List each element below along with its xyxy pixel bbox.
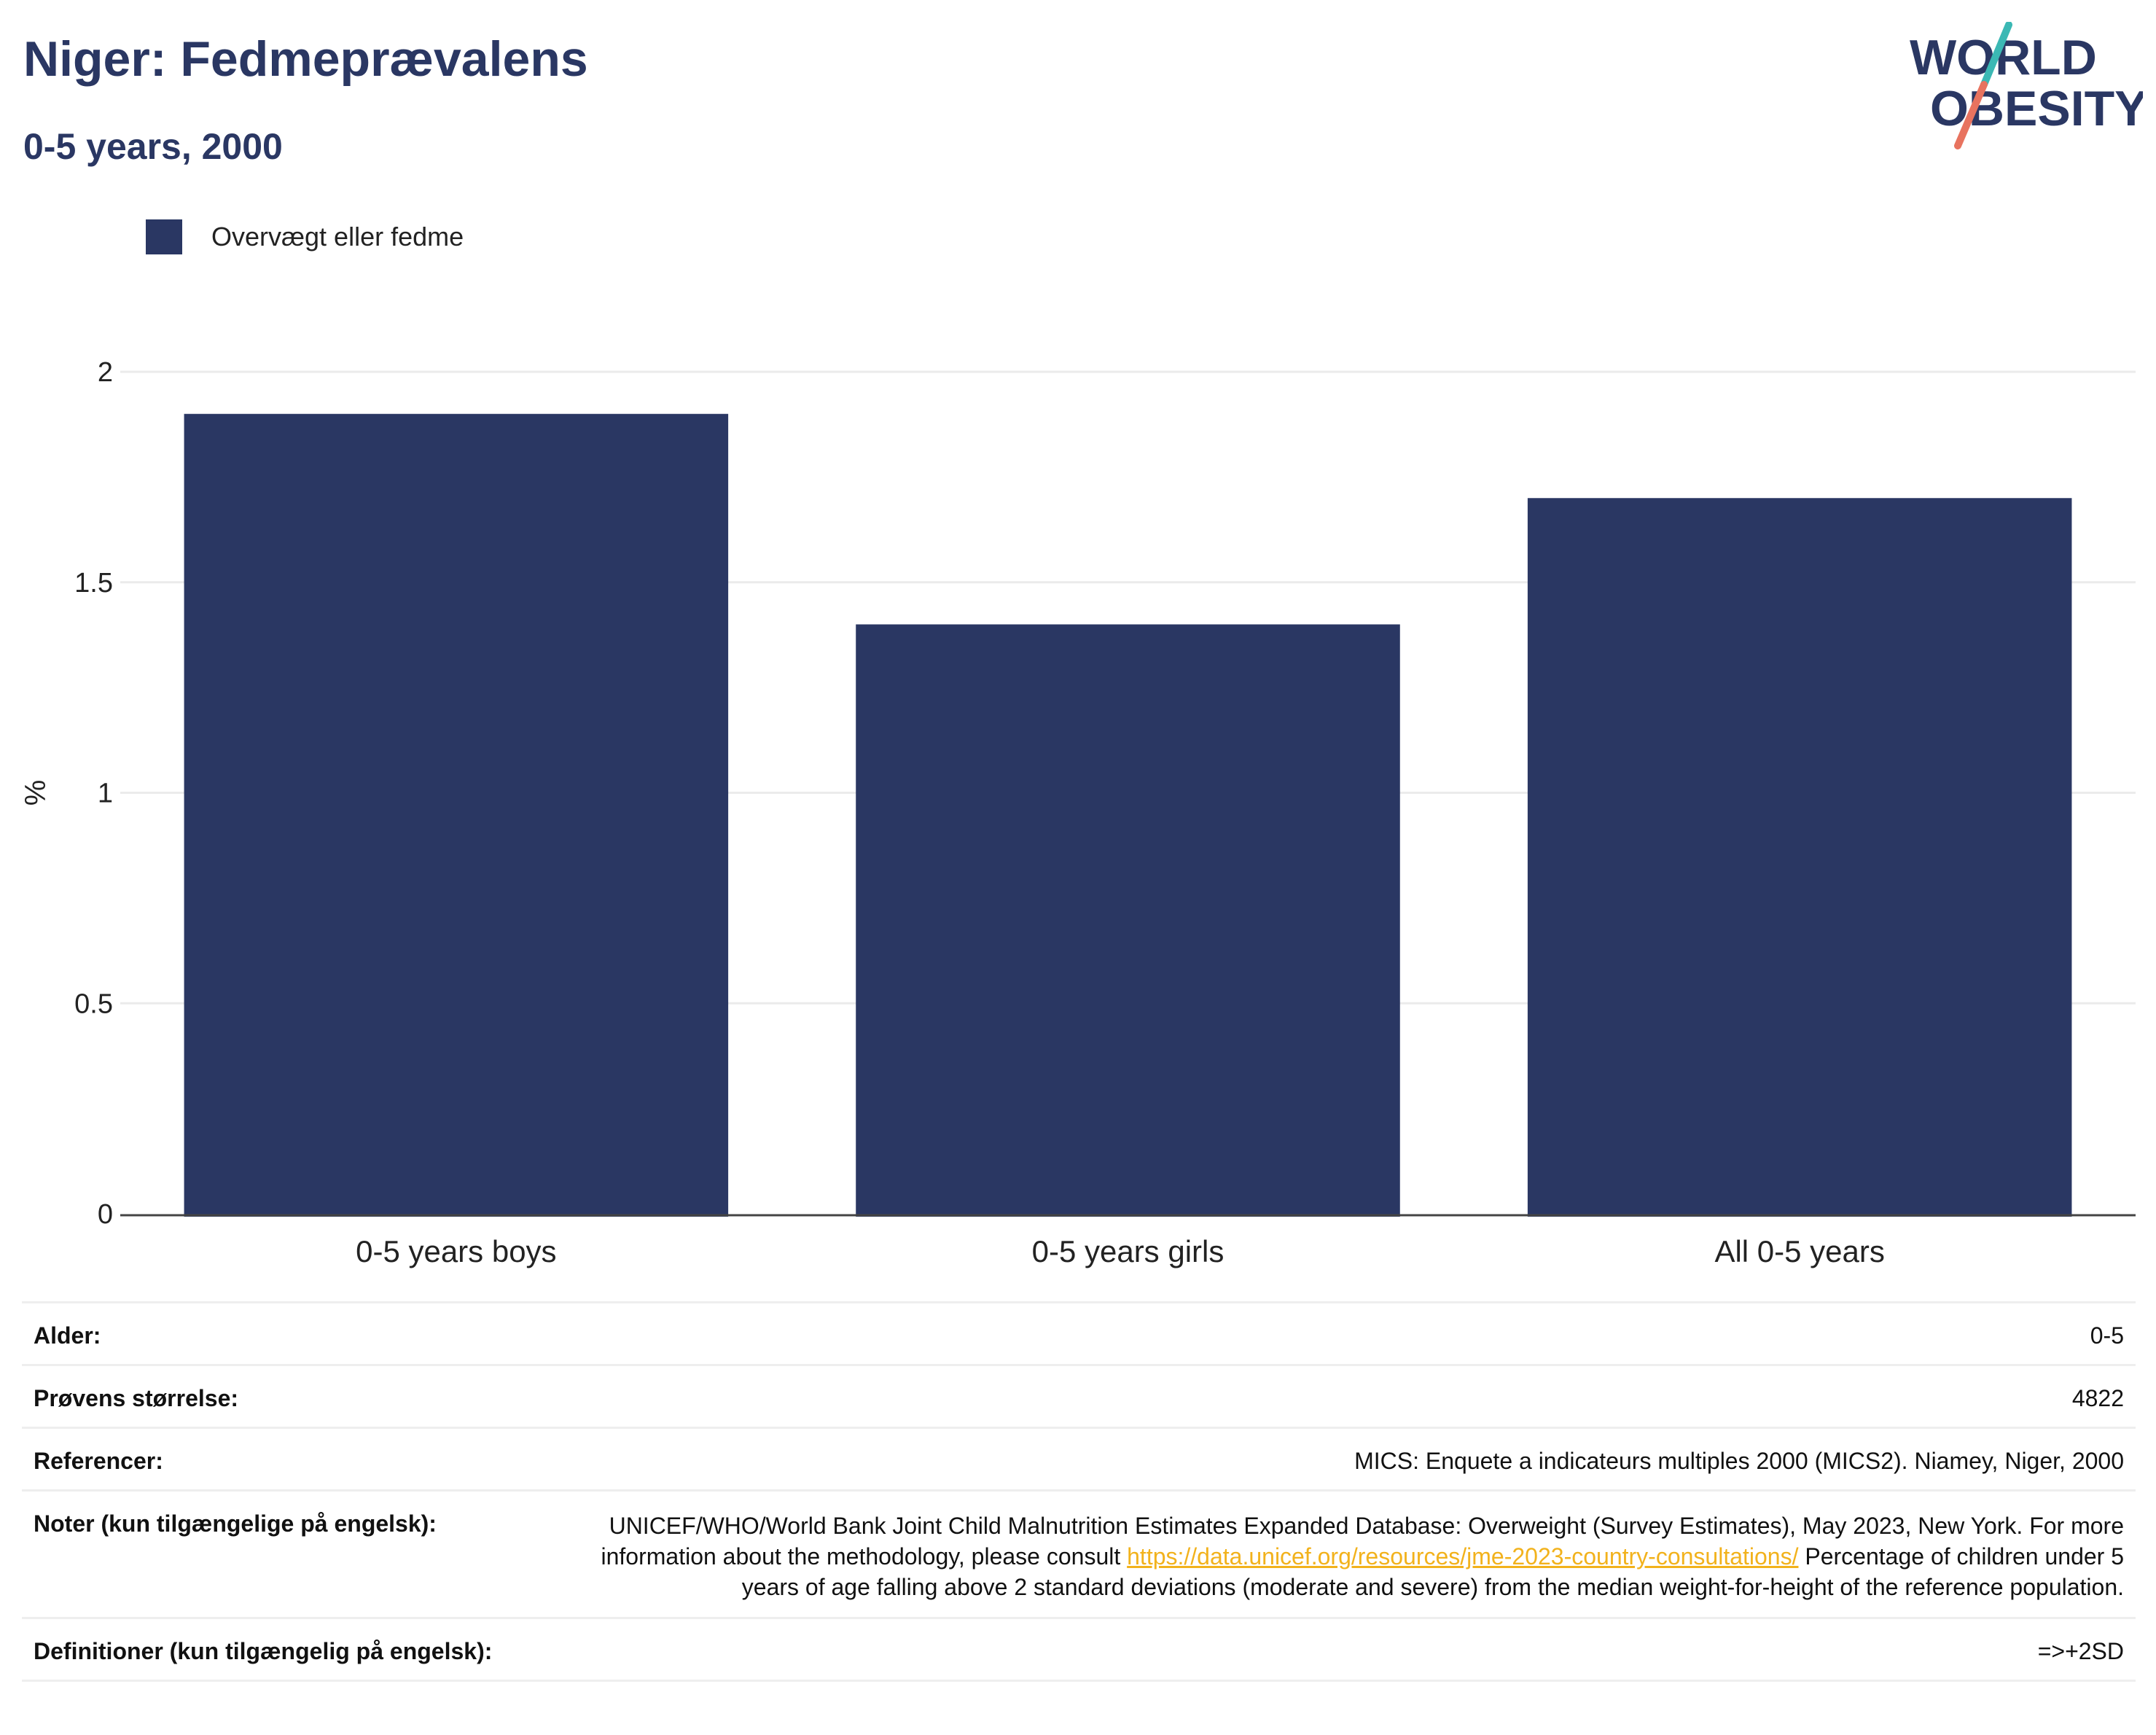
- page-subtitle: 0-5 years, 2000: [23, 126, 283, 167]
- sample-size-label: Prøvens størrelse:: [34, 1385, 239, 1411]
- notes-label: Noter (kun tilgængelige på engelsk):: [34, 1510, 437, 1537]
- info-row-references: Referencer: MICS: Enquete a indicateurs …: [22, 1429, 2136, 1492]
- info-row-age: Alder: 0-5: [22, 1303, 2136, 1366]
- y-tick-label: 1.5: [74, 568, 113, 599]
- logo-slash-teal: [1980, 22, 2012, 88]
- info-row-sample-size: Prøvens størrelse: 4822: [22, 1366, 2136, 1429]
- age-label: Alder:: [34, 1322, 101, 1349]
- notes-text-2: Percentage of children under 5 years of …: [741, 1543, 2124, 1600]
- world-obesity-logo[interactable]: WORLD OBESITY: [1902, 22, 2143, 153]
- bar-chart: 0 0.5 1 1.5 2 0-5 years boys 0-5 years girls Al…: [20, 357, 2136, 1268]
- notes-value: UNICEF/WHO/World Bank Joint Child Malnut…: [593, 1510, 2124, 1602]
- legend-swatch: [146, 219, 182, 254]
- info-row-definitions: Definitioner (kun tilgængelig på engelsk…: [22, 1619, 2136, 1682]
- bar-1[interactable]: [184, 413, 729, 1217]
- bar-3[interactable]: [1527, 498, 2072, 1217]
- x-category-label: All 0-5 years: [1714, 1234, 1884, 1268]
- x-category-label: 0-5 years girls: [1032, 1234, 1225, 1268]
- notes-text-1: UNICEF/WHO/World Bank Joint Child Malnut…: [601, 1513, 2124, 1570]
- definitions-value: =>+2SD: [2037, 1638, 2124, 1664]
- sample-size-value: 4822: [2071, 1385, 2124, 1411]
- age-value: 0-5: [2090, 1322, 2124, 1349]
- references-value: MICS: Enquete a indicateurs multiples 20…: [1354, 1448, 2124, 1474]
- definitions-label: Definitioner (kun tilgængelig på engelsk…: [34, 1638, 493, 1664]
- info-table: Alder: 0-5 Prøvens størrelse: 4822 Refer…: [22, 1301, 2136, 1682]
- bars: [184, 413, 2072, 1217]
- info-row-notes: Noter (kun tilgængelige på engelsk): UNI…: [22, 1492, 2136, 1619]
- chart-legend[interactable]: Overvægt eller fedme: [146, 219, 464, 255]
- legend-label: Overvægt eller fedme: [211, 222, 464, 252]
- methodology-link[interactable]: https://data.unicef.org/resources/jme-20…: [1127, 1543, 1799, 1570]
- x-category-label: 0-5 years boys: [356, 1234, 556, 1268]
- page-title: Niger: Fedmeprævalens: [23, 31, 588, 87]
- logo-slash-coral: [1954, 81, 1988, 149]
- references-label: Referencer:: [34, 1448, 163, 1474]
- y-axis-title: %: [20, 780, 52, 806]
- y-tick-label: 1: [98, 779, 113, 809]
- y-tick-label: 0: [98, 1199, 113, 1230]
- axes: 0 0.5 1 1.5 2 0-5 years boys 0-5 years girls Al…: [20, 357, 2136, 1268]
- y-tick-label: 2: [98, 357, 113, 388]
- bar-2[interactable]: [856, 624, 1400, 1217]
- y-tick-label: 0.5: [74, 989, 113, 1019]
